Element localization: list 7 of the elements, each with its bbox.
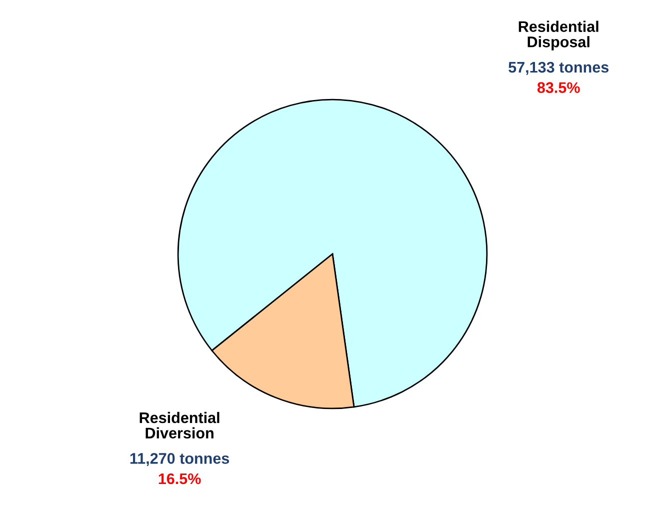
data-label: 11,270 tonnes [130, 453, 230, 466]
text: 16.5% [158, 473, 201, 484]
text: 83.5% [537, 82, 580, 94]
pie-slice [177, 98, 488, 408]
slice-label: Residential Diversion [140, 412, 220, 438]
slice-label: Residential Disposal [518, 20, 598, 50]
data-label: 57,133 tonnes [508, 62, 609, 75]
